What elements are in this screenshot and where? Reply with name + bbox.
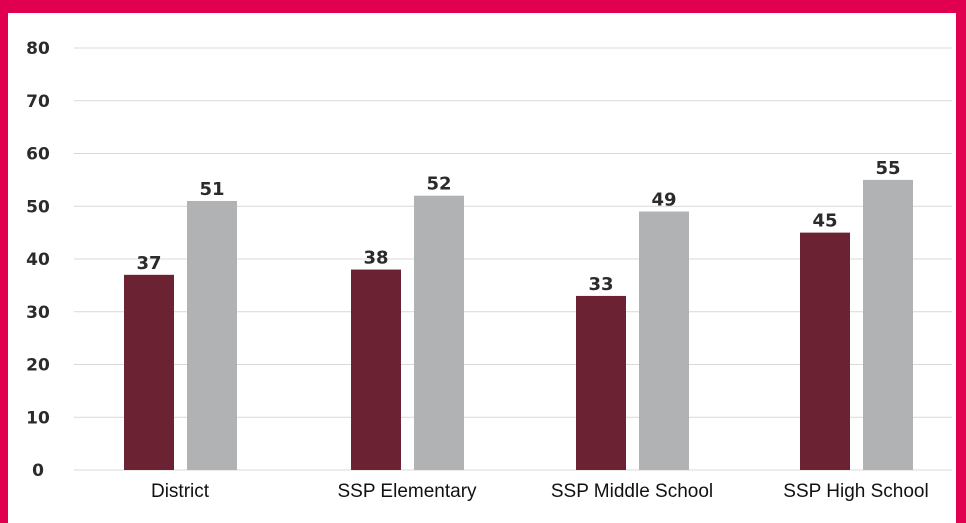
data-label: 55 xyxy=(875,158,900,179)
data-label: 51 xyxy=(199,179,224,200)
bar-series2-3 xyxy=(863,179,913,470)
data-label: 38 xyxy=(363,248,388,269)
bar-series2-2 xyxy=(639,211,689,470)
bars xyxy=(124,179,913,470)
y-tick-label: 20 xyxy=(26,356,50,376)
y-tick-label: 30 xyxy=(26,303,50,323)
bar-series1-2 xyxy=(576,295,626,470)
data-label: 45 xyxy=(812,211,837,232)
y-tick-label: 0 xyxy=(32,461,44,481)
bar-series1-1 xyxy=(351,269,401,470)
bar-series2-1 xyxy=(414,195,464,470)
y-tick-label: 50 xyxy=(26,197,50,217)
x-category-label: District xyxy=(151,481,210,502)
y-tick-label: 40 xyxy=(26,250,50,270)
y-tick-label: 80 xyxy=(26,39,50,59)
x-axis: District SSP Elementary SSP Middle School S… xyxy=(151,481,929,502)
bar-chart: 0 10 20 30 40 50 60 70 80 37 38 33 45 51 52 49 55 Distr… xyxy=(26,39,952,502)
y-axis: 0 10 20 30 40 50 60 70 80 xyxy=(26,39,50,481)
bar-series1-0 xyxy=(124,274,174,470)
y-tick-label: 10 xyxy=(26,408,50,428)
chart-panel: 0 10 20 30 40 50 60 70 80 37 38 33 45 51 52 49 55 Distr… xyxy=(8,13,956,523)
data-labels: 37 38 33 45 51 52 49 55 xyxy=(136,158,900,295)
x-category-label: SSP High School xyxy=(783,481,928,502)
bar-series2-0 xyxy=(187,200,237,470)
y-tick-label: 60 xyxy=(26,145,50,165)
y-tick-label: 70 xyxy=(26,92,50,112)
x-category-label: SSP Middle School xyxy=(551,481,713,502)
data-label: 33 xyxy=(588,274,613,295)
data-label: 49 xyxy=(651,190,676,211)
x-category-label: SSP Elementary xyxy=(337,481,477,502)
bar-series1-3 xyxy=(800,232,850,470)
data-label: 52 xyxy=(426,174,451,195)
data-label: 37 xyxy=(136,253,161,274)
